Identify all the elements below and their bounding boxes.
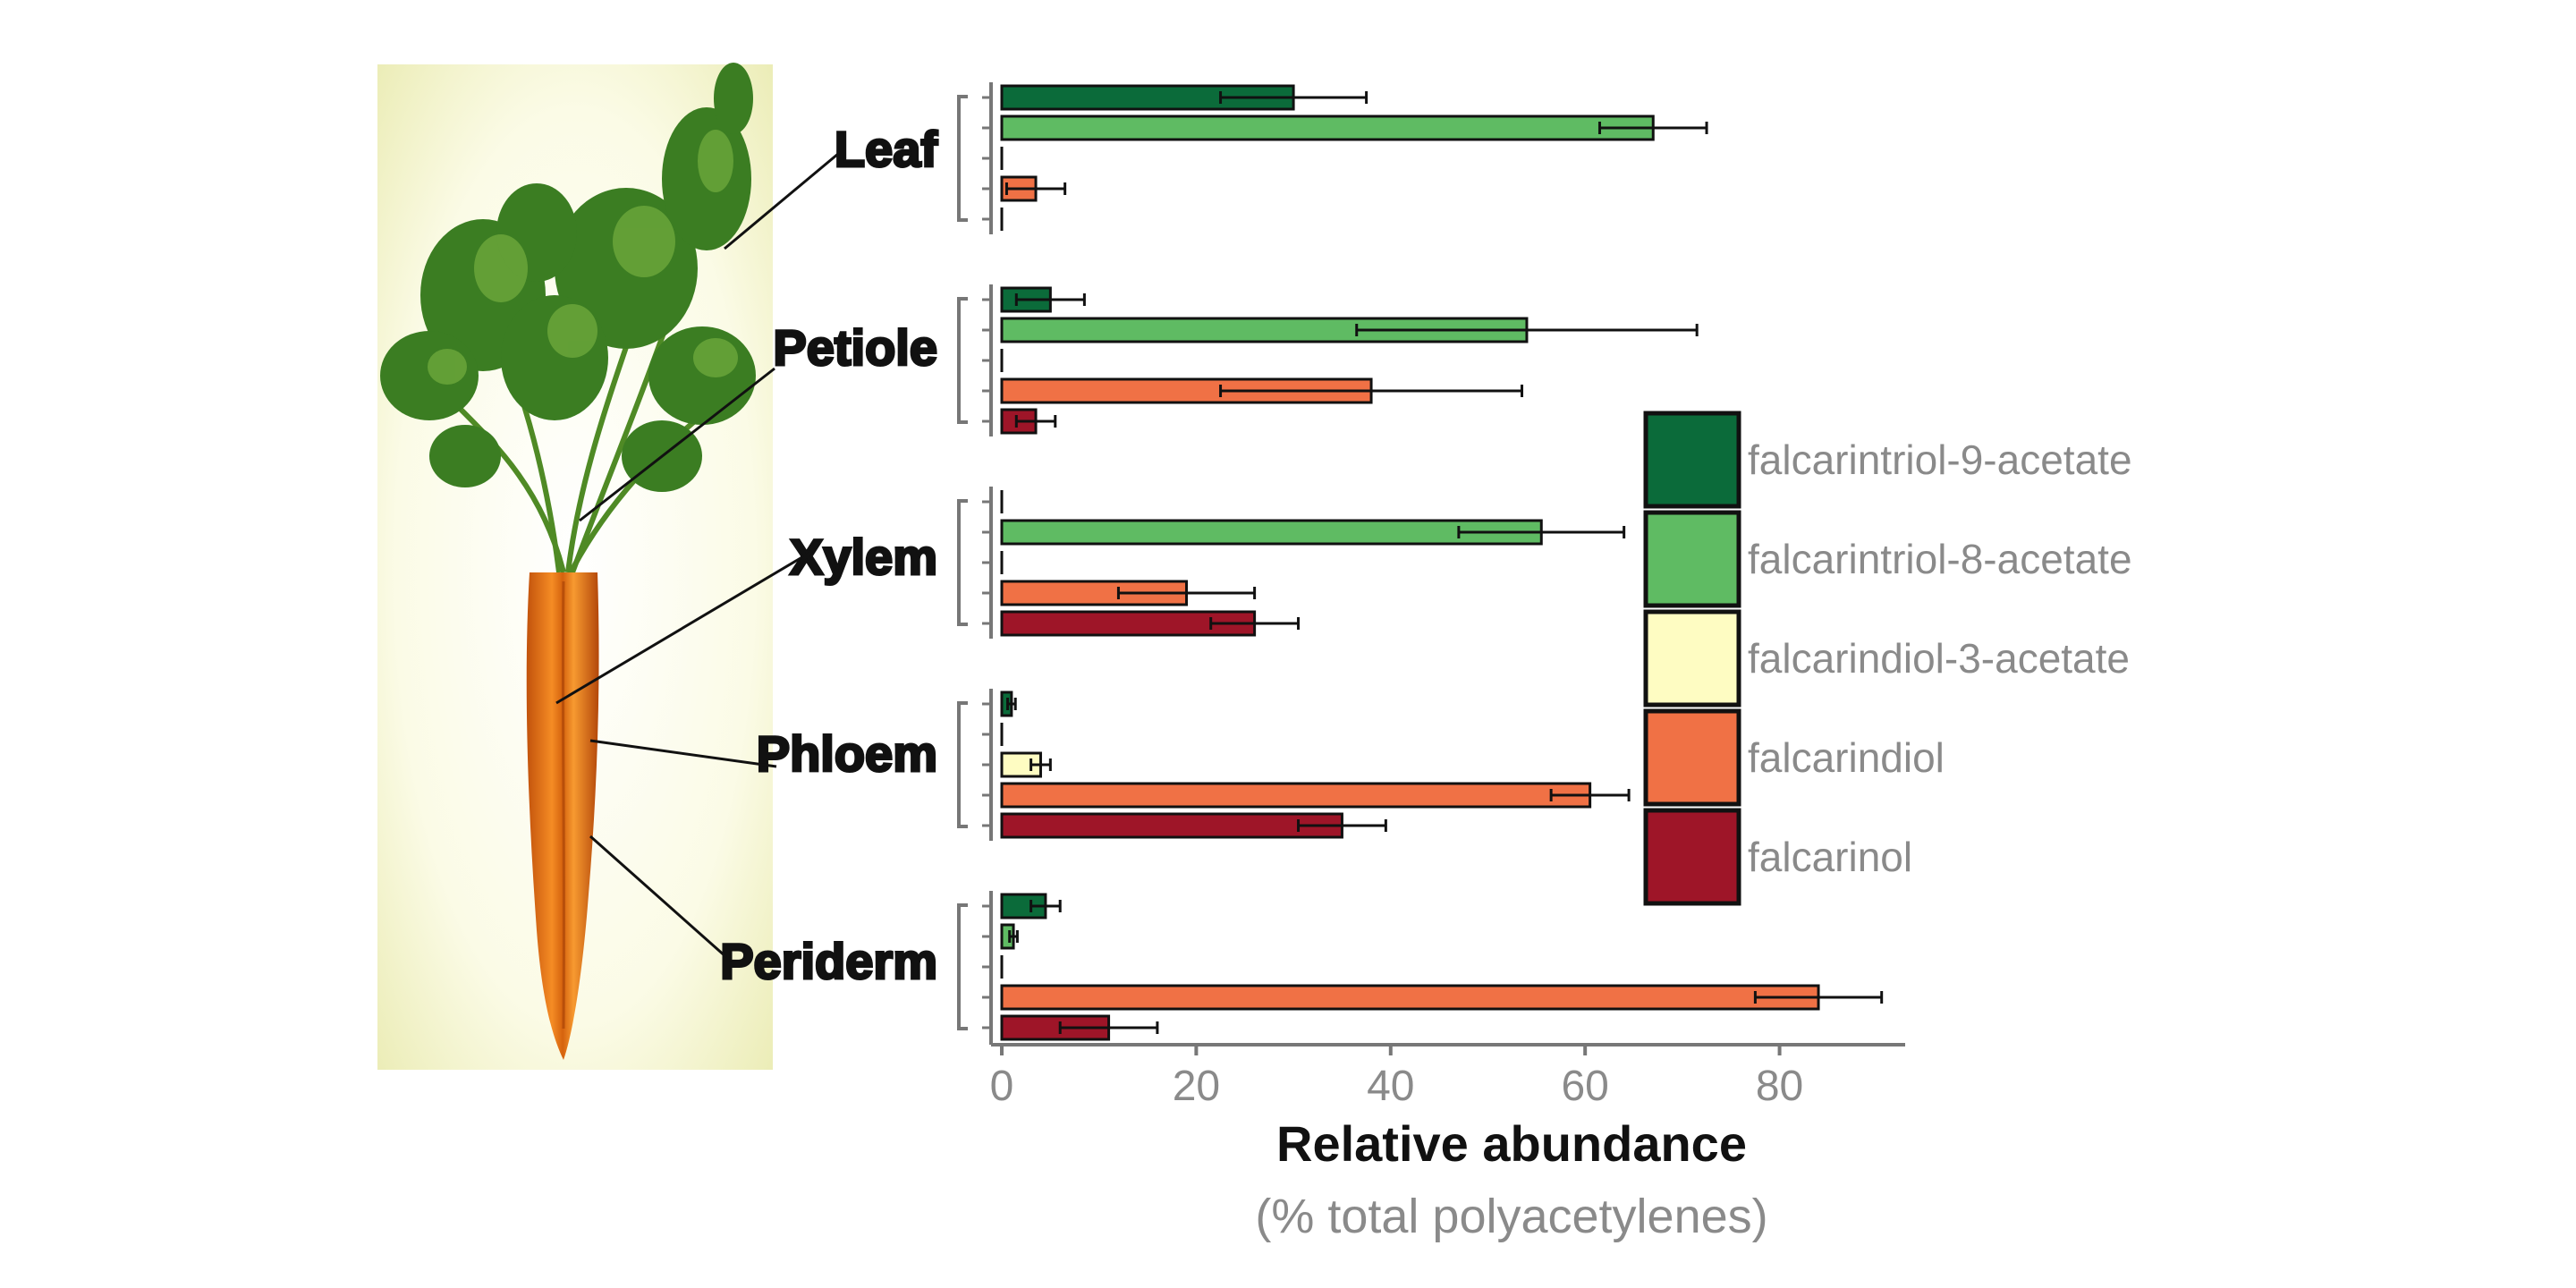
legend-label: falcarintriol-8-acetate	[1748, 536, 2132, 582]
legend-label: falcarinol	[1748, 834, 1912, 880]
legend-swatch	[1643, 808, 1741, 906]
tissue-label: Leaf	[835, 121, 937, 177]
legend-swatch	[1643, 708, 1741, 807]
x-tick-label: 40	[1367, 1063, 1414, 1110]
legend-swatch	[1643, 510, 1741, 608]
bar	[1000, 519, 1543, 546]
bar	[1000, 984, 1820, 1011]
group-bracket	[957, 95, 968, 222]
tissue-label: Petiole	[773, 319, 937, 376]
legend-swatch	[1643, 411, 1741, 509]
group-bracket	[957, 903, 968, 1030]
x-tick-label: 60	[1561, 1063, 1608, 1110]
leader-line	[589, 835, 727, 959]
x-tick-label: 0	[990, 1063, 1014, 1110]
carrot-photo-icon	[377, 63, 773, 1070]
group-bracket	[957, 701, 968, 828]
group-bracket	[957, 499, 968, 626]
legend-label: falcarindiol	[1748, 734, 1945, 781]
group-bracket	[957, 297, 968, 424]
tissue-label: Xylem	[790, 529, 937, 585]
leader-line	[555, 556, 801, 705]
tissue-label: Phloem	[757, 725, 937, 782]
x-tick-label: 80	[1756, 1063, 1803, 1110]
x-axis-subtitle: (% total polyacetylenes)	[1255, 1190, 1767, 1243]
legend: falcarintriol-9-acetate falcarintriol-8-a…	[1643, 411, 2132, 906]
bar	[1000, 812, 1343, 839]
x-tick-label: 20	[1173, 1063, 1220, 1110]
leader-line	[724, 152, 839, 250]
bar	[1000, 782, 1592, 809]
legend-swatch	[1643, 609, 1741, 708]
leader-line	[589, 739, 777, 768]
bar	[1000, 114, 1655, 141]
x-axis-title: Relative abundance	[1276, 1115, 1747, 1172]
legend-label: falcarintriol-9-acetate	[1748, 436, 2132, 483]
legend-label: falcarindiol-3-acetate	[1748, 635, 2130, 682]
tissue-label: Periderm	[720, 933, 937, 989]
leader-line	[579, 367, 775, 522]
